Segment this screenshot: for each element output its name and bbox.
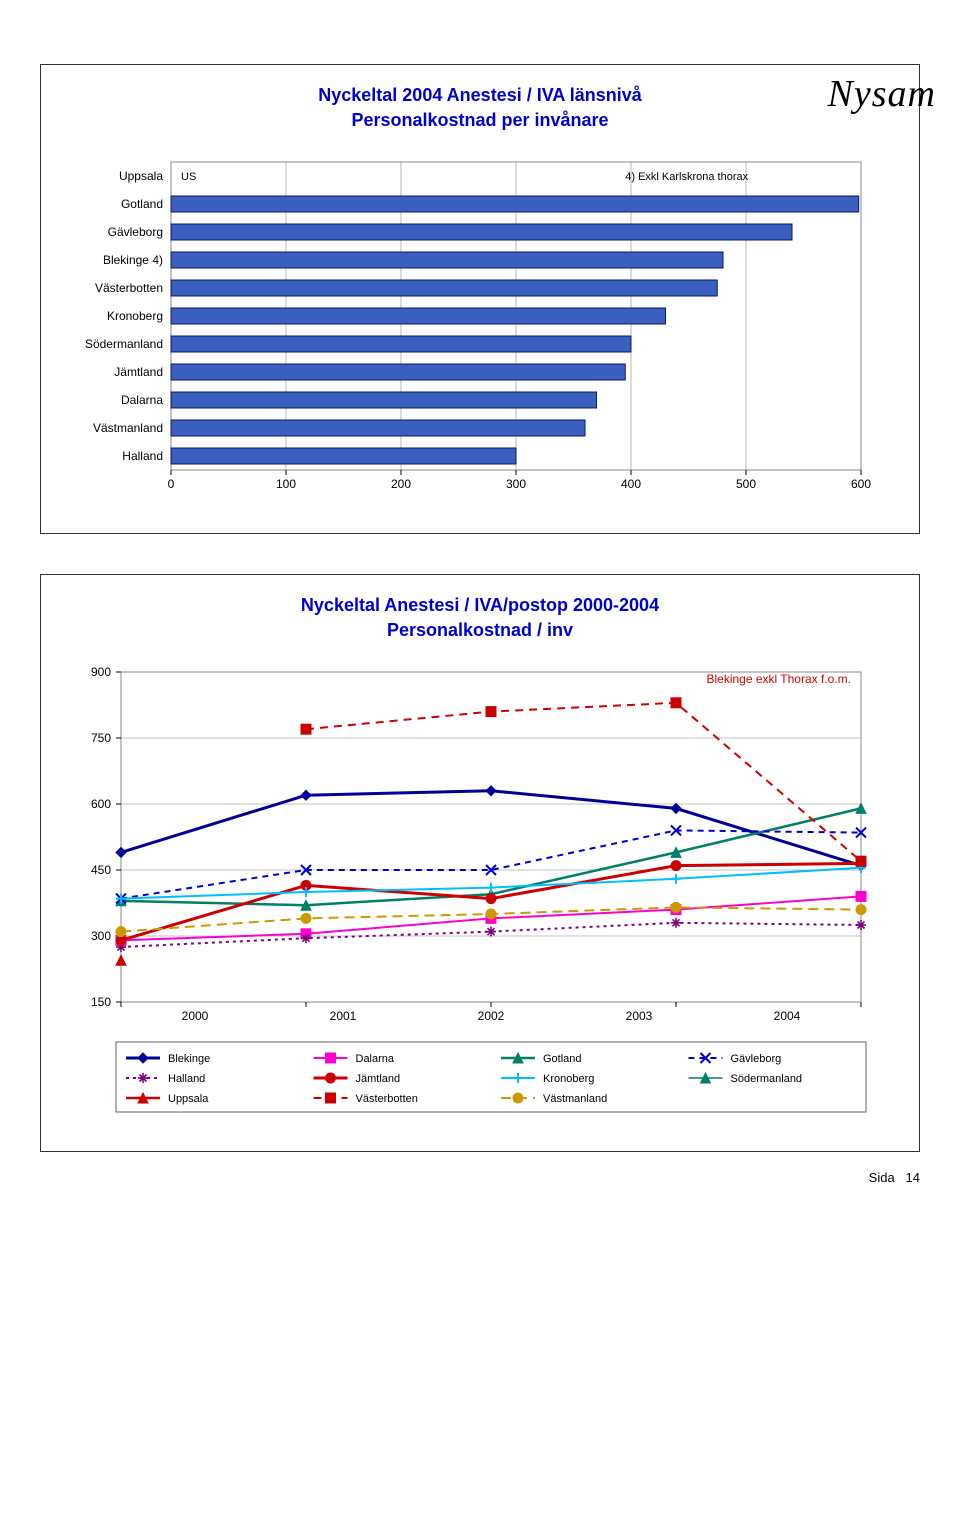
svg-text:Jämtland: Jämtland — [114, 365, 163, 379]
svg-text:US: US — [181, 171, 196, 183]
svg-text:Gotland: Gotland — [543, 1053, 582, 1065]
svg-text:750: 750 — [91, 731, 111, 745]
bar-chart-title: Nyckeltal 2004 Anestesi / IVA länsnivå P… — [61, 83, 899, 134]
svg-text:Västerbotten: Västerbotten — [95, 281, 163, 295]
svg-text:Södermanland: Södermanland — [731, 1073, 803, 1085]
footer-page: 14 — [906, 1170, 920, 1185]
svg-text:600: 600 — [91, 797, 111, 811]
svg-text:2001: 2001 — [330, 1009, 357, 1023]
svg-text:0: 0 — [168, 477, 175, 491]
svg-text:Kronoberg: Kronoberg — [543, 1073, 594, 1085]
svg-text:Gotland: Gotland — [121, 197, 163, 211]
svg-text:Uppsala: Uppsala — [168, 1093, 209, 1105]
svg-text:2003: 2003 — [626, 1009, 653, 1023]
svg-text:Jämtland: Jämtland — [356, 1073, 401, 1085]
svg-text:Halland: Halland — [122, 449, 163, 463]
svg-text:Västmanland: Västmanland — [543, 1093, 607, 1105]
svg-text:300: 300 — [506, 477, 526, 491]
svg-text:300: 300 — [91, 929, 111, 943]
footer-label: Sida — [869, 1170, 895, 1185]
bar-title-line2: Personalkostnad per invånare — [351, 110, 608, 130]
svg-text:100: 100 — [276, 477, 296, 491]
svg-text:2004: 2004 — [774, 1009, 801, 1023]
svg-text:2000: 2000 — [182, 1009, 209, 1023]
svg-text:Blekinge exkl Thorax f.o.m.: Blekinge exkl Thorax f.o.m. — [706, 672, 851, 686]
svg-text:Blekinge: Blekinge — [168, 1053, 210, 1065]
svg-text:Dalarna: Dalarna — [121, 393, 163, 407]
svg-text:Uppsala: Uppsala — [119, 169, 163, 183]
svg-text:500: 500 — [736, 477, 756, 491]
svg-text:Blekinge 4): Blekinge 4) — [103, 253, 163, 267]
svg-text:400: 400 — [621, 477, 641, 491]
svg-text:Västerbotten: Västerbotten — [356, 1093, 418, 1105]
svg-text:450: 450 — [91, 863, 111, 877]
bar-chart-svg: 0 100 200 300 400 500 600 Uppsala Gotland Gävlebo… — [61, 152, 881, 500]
bar-title-line1: Nyckeltal 2004 Anestesi / IVA länsnivå — [318, 85, 642, 105]
svg-text:Södermanland: Södermanland — [85, 337, 163, 351]
svg-text:Västmanland: Västmanland — [93, 421, 163, 435]
bar-chart-panel: Nyckeltal 2004 Anestesi / IVA länsnivå P… — [40, 64, 920, 534]
svg-text:Dalarna: Dalarna — [356, 1053, 395, 1065]
brand-logo: Nysam — [828, 72, 936, 116]
line-title-line2: Personalkostnad / inv — [387, 620, 573, 640]
svg-text:150: 150 — [91, 995, 111, 1009]
line-chart-panel: Nyckeltal Anestesi / IVA/postop 2000-200… — [40, 574, 920, 1152]
line-chart-title: Nyckeltal Anestesi / IVA/postop 2000-200… — [61, 593, 899, 644]
svg-text:200: 200 — [391, 477, 411, 491]
svg-text:2002: 2002 — [478, 1009, 505, 1023]
line-chart-svg: 150 300 450 600 750 900 2000 2001 2002 2003 2004 Bl… — [61, 662, 881, 1122]
svg-text:900: 900 — [91, 665, 111, 679]
svg-text:4) Exkl Karlskrona thorax: 4) Exkl Karlskrona thorax — [625, 171, 748, 183]
svg-text:Halland: Halland — [168, 1073, 205, 1085]
svg-text:600: 600 — [851, 477, 871, 491]
svg-text:Gävleborg: Gävleborg — [108, 225, 163, 239]
line-title-line1: Nyckeltal Anestesi / IVA/postop 2000-200… — [301, 595, 659, 615]
page: Nysam Nyckeltal 2004 Anestesi / IVA läns… — [0, 64, 960, 1215]
svg-text:Gävleborg: Gävleborg — [731, 1053, 782, 1065]
page-footer: Sida 14 — [0, 1152, 960, 1185]
svg-text:Kronoberg: Kronoberg — [107, 309, 163, 323]
